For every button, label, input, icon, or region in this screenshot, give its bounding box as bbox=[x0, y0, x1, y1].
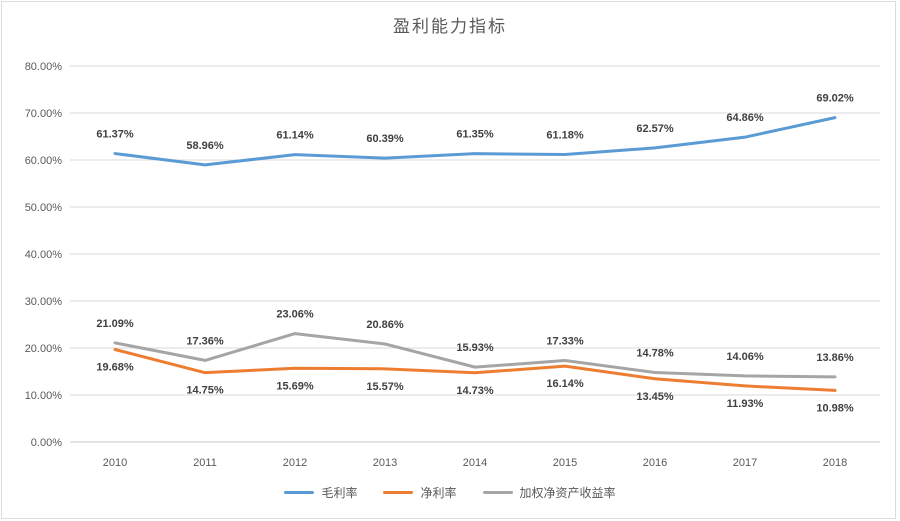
y-tick-label: 50.00% bbox=[25, 202, 63, 214]
legend-label: 毛利率 bbox=[321, 486, 358, 500]
y-tick-label: 40.00% bbox=[25, 249, 63, 261]
chart-legend: 毛利率 净利率 加权净资产收益率 bbox=[0, 484, 900, 501]
data-label-series-0: 61.35% bbox=[456, 129, 494, 141]
x-tick-label: 2014 bbox=[463, 457, 487, 469]
legend-item-1: 净利率 bbox=[383, 484, 457, 501]
y-tick-label: 10.00% bbox=[25, 390, 63, 402]
data-label-series-0: 61.14% bbox=[276, 130, 314, 142]
y-tick-label: 60.00% bbox=[25, 155, 63, 167]
data-label-series-2: 14.06% bbox=[726, 351, 764, 363]
data-label-series-0: 61.18% bbox=[546, 129, 584, 141]
y-tick-label: 0.00% bbox=[31, 437, 62, 449]
legend-label: 加权净资产收益率 bbox=[519, 486, 616, 500]
x-tick-label: 2012 bbox=[283, 457, 307, 469]
y-tick-label: 80.00% bbox=[25, 61, 63, 73]
data-label-series-1: 10.98% bbox=[816, 402, 854, 414]
data-label-series-1: 13.45% bbox=[636, 391, 674, 403]
x-tick-label: 2017 bbox=[733, 457, 757, 469]
data-label-series-2: 23.06% bbox=[276, 309, 314, 321]
legend-item-2: 加权净资产收益率 bbox=[482, 484, 616, 501]
data-label-series-1: 11.93% bbox=[727, 398, 764, 410]
data-label-series-2: 17.33% bbox=[546, 336, 584, 348]
data-label-series-2: 17.36% bbox=[186, 335, 224, 347]
legend-line-swatch bbox=[482, 491, 513, 494]
data-label-series-0: 60.39% bbox=[366, 133, 404, 145]
data-label-series-1: 14.73% bbox=[456, 385, 494, 397]
data-label-series-2: 15.93% bbox=[456, 342, 494, 354]
y-tick-label: 20.00% bbox=[25, 343, 63, 355]
x-tick-label: 2010 bbox=[103, 457, 127, 469]
x-tick-label: 2016 bbox=[643, 457, 667, 469]
legend-label: 净利率 bbox=[420, 486, 457, 500]
series-line-2 bbox=[113, 332, 837, 379]
x-tick-label: 2018 bbox=[823, 457, 847, 469]
data-label-series-1: 16.14% bbox=[546, 378, 584, 390]
data-label-series-0: 58.96% bbox=[186, 140, 224, 152]
data-label-series-2: 20.86% bbox=[366, 319, 404, 331]
data-label-series-1: 15.57% bbox=[366, 381, 404, 393]
data-label-series-2: 14.78% bbox=[636, 348, 674, 360]
x-tick-label: 2013 bbox=[373, 457, 397, 469]
x-tick-label: 2011 bbox=[193, 457, 217, 469]
data-label-series-1: 15.69% bbox=[276, 380, 314, 392]
data-label-series-1: 19.68% bbox=[96, 362, 134, 374]
legend-line-swatch bbox=[284, 491, 315, 494]
x-tick-label: 2015 bbox=[553, 457, 577, 469]
data-label-series-2: 21.09% bbox=[96, 318, 134, 330]
data-label-series-0: 61.37% bbox=[96, 129, 134, 141]
legend-item-0: 毛利率 bbox=[284, 484, 357, 501]
data-label-series-1: 14.75% bbox=[186, 385, 224, 397]
series-line-1 bbox=[113, 348, 837, 392]
chart-title: 盈利能力指标 bbox=[393, 17, 507, 36]
data-label-series-0: 69.02% bbox=[816, 93, 854, 105]
data-label-series-0: 64.86% bbox=[726, 112, 764, 124]
y-tick-label: 70.00% bbox=[25, 108, 63, 120]
legend-line-swatch bbox=[383, 491, 414, 494]
y-tick-label: 30.00% bbox=[25, 296, 63, 308]
data-label-series-2: 13.86% bbox=[816, 352, 854, 364]
data-label-series-0: 62.57% bbox=[636, 123, 674, 135]
series-line-0 bbox=[113, 116, 837, 167]
